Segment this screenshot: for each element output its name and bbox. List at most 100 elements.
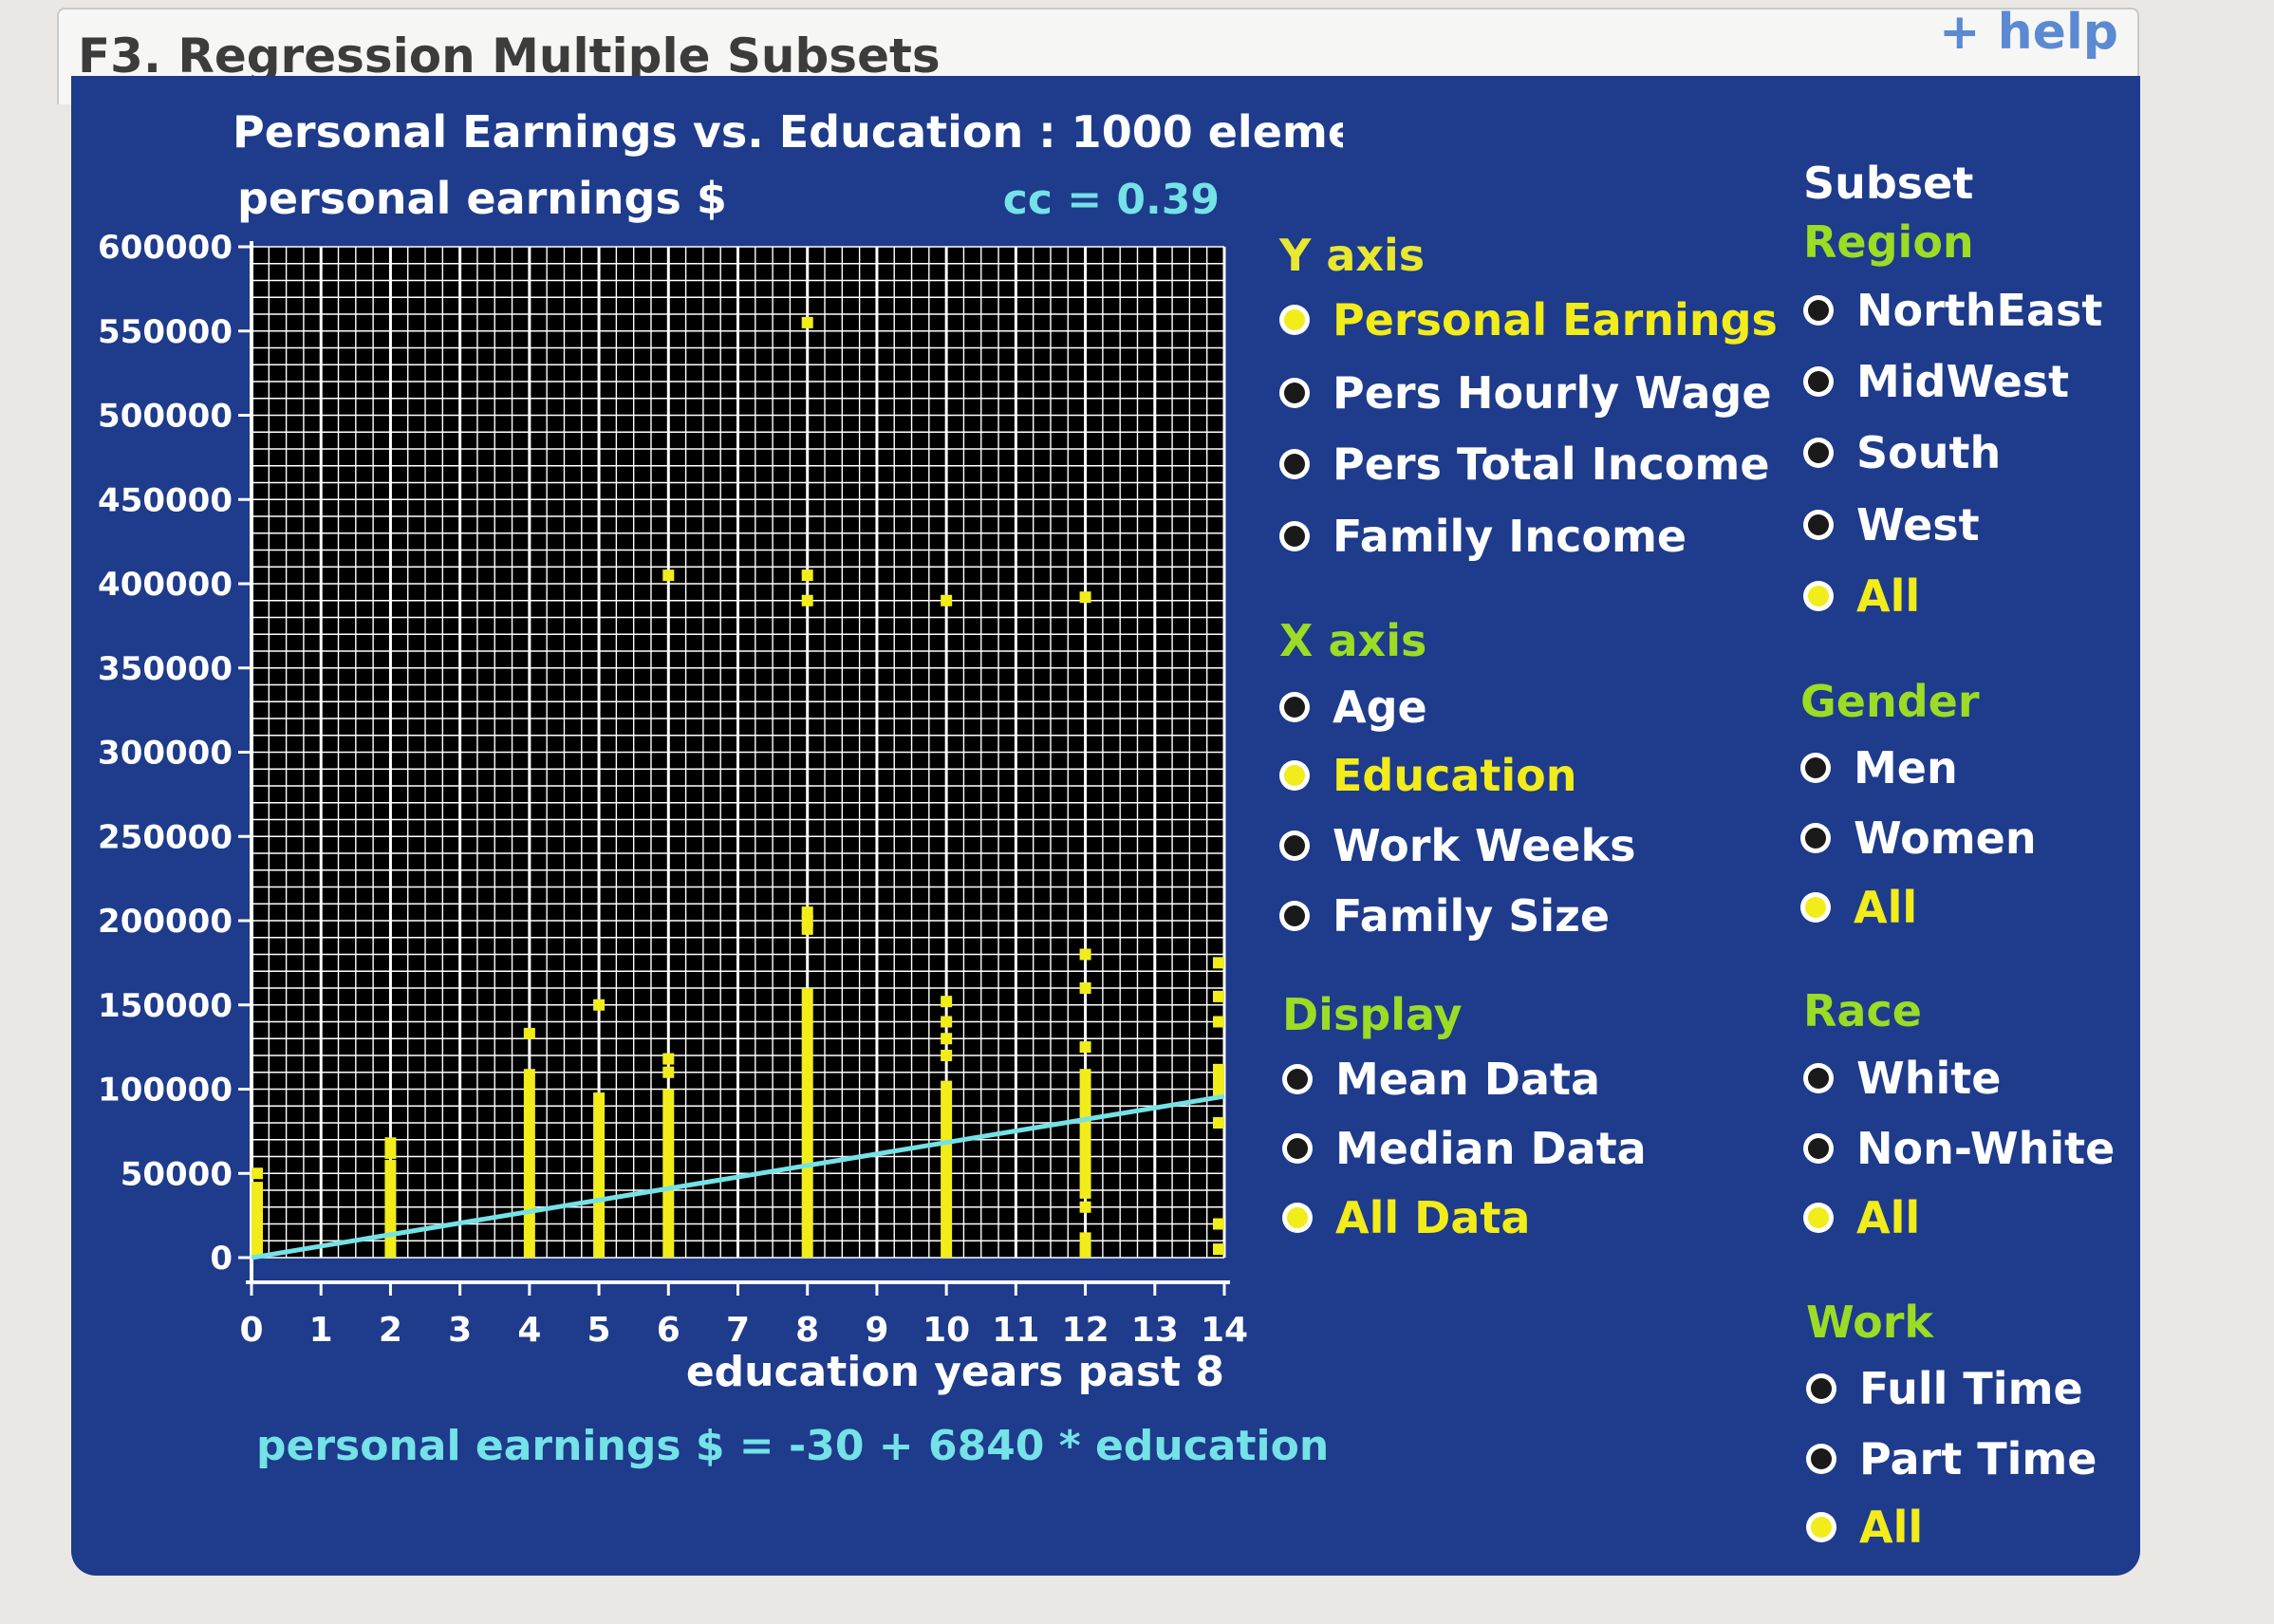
region-option-midwest[interactable]: MidWest [1803, 354, 2069, 409]
gender-heading: Gender [1800, 676, 1980, 727]
region-heading: Region [1803, 216, 1974, 268]
y-option-pers-hourly-wage[interactable]: Pers Hourly Wage [1279, 365, 1772, 420]
data-point [1079, 1041, 1091, 1054]
radio-icon [1279, 692, 1310, 722]
x-tick-label: 13 [1131, 1311, 1179, 1350]
data-point [384, 1147, 397, 1159]
option-label: Full Time [1859, 1363, 2083, 1414]
gender-option-men[interactable]: Men [1800, 740, 1958, 795]
region-option-south[interactable]: South [1803, 425, 2001, 480]
data-point [1079, 1243, 1091, 1256]
x-tick-label: 4 [517, 1311, 541, 1350]
option-label: All [1856, 1192, 1921, 1243]
x-option-family-size[interactable]: Family Size [1279, 888, 1610, 943]
work-option-full-time[interactable]: Full Time [1806, 1361, 2083, 1416]
x-option-work-weeks[interactable]: Work Weeks [1279, 818, 1635, 873]
data-point-cluster [252, 1182, 263, 1258]
display-option-median-data[interactable]: Median Data [1282, 1121, 1647, 1176]
display-option-mean-data[interactable]: Mean Data [1282, 1052, 1600, 1107]
data-point [801, 594, 813, 607]
data-point [384, 1137, 397, 1149]
radio-icon [1279, 901, 1310, 931]
display-heading: Display [1282, 989, 1463, 1040]
region-option-all[interactable]: All [1803, 569, 1920, 624]
data-point-cluster [593, 1092, 606, 1258]
y-option-personal-earnings[interactable]: Personal Earnings [1279, 292, 1778, 347]
plot-area: 0500001000001500002000002500003000003500… [98, 229, 1248, 1350]
radio-icon [1279, 305, 1310, 335]
work-option-all[interactable]: All [1806, 1500, 1923, 1555]
y-tick-label: 200000 [98, 903, 233, 941]
x-tick-label: 1 [309, 1311, 333, 1350]
gender-option-women[interactable]: Women [1800, 811, 2037, 866]
display-option-all-data[interactable]: All Data [1282, 1190, 1530, 1245]
y-option-pers-total-income[interactable]: Pers Total Income [1279, 437, 1770, 492]
radio-icon [1803, 295, 1834, 326]
option-label: South [1856, 427, 2002, 478]
race-option-white[interactable]: White [1803, 1051, 2001, 1106]
radio-icon [1279, 378, 1310, 408]
x-tick-label: 12 [1062, 1311, 1109, 1350]
scatter-plot: Personal Earnings vs. Education : 1000 e… [98, 106, 1343, 1470]
race-heading: Race [1803, 985, 1922, 1036]
data-point [941, 594, 953, 607]
y-axis-label: personal earnings $ [237, 173, 727, 224]
data-point [1079, 982, 1091, 994]
data-point [662, 569, 675, 582]
gender-option-all[interactable]: All [1800, 880, 1917, 935]
data-point [1213, 1243, 1224, 1256]
region-option-northeast[interactable]: NorthEast [1803, 283, 2102, 338]
x-tick-label: 6 [657, 1311, 680, 1350]
race-option-non-white[interactable]: Non-White [1803, 1121, 2115, 1176]
data-point [1213, 957, 1224, 969]
x-axis-label: education years past 8 [686, 1348, 1224, 1396]
plot-title: Personal Earnings vs. Education : 1000 e… [233, 106, 1343, 158]
radio-icon [1806, 1444, 1836, 1474]
race-option-all[interactable]: All [1803, 1190, 1920, 1245]
y-axis-heading: Y axis [1279, 230, 1426, 281]
x-tick-label: 14 [1201, 1311, 1248, 1350]
y-tick-label: 50000 [121, 1155, 233, 1193]
data-point-cluster [1079, 1069, 1091, 1199]
y-option-family-income[interactable]: Family Income [1279, 509, 1687, 564]
radio-icon [1279, 831, 1310, 861]
radio-icon [1803, 366, 1834, 397]
radio-icon [1800, 753, 1831, 783]
data-point [662, 1066, 675, 1078]
radio-icon [1282, 1203, 1313, 1233]
y-tick-label: 500000 [98, 398, 233, 436]
data-point [1079, 948, 1091, 961]
app-title: F3. Regression Multiple Subsets [78, 28, 941, 84]
data-point [801, 569, 813, 582]
data-point [1079, 591, 1091, 604]
region-option-west[interactable]: West [1803, 497, 1980, 552]
radio-icon [1803, 438, 1834, 468]
radio-icon [1803, 581, 1834, 611]
data-point [1213, 1016, 1224, 1028]
data-point [1213, 1218, 1224, 1230]
x-option-age[interactable]: Age [1279, 680, 1427, 735]
x-tick-label: 11 [992, 1311, 1039, 1350]
x-option-education[interactable]: Education [1279, 748, 1577, 803]
radio-icon [1803, 1133, 1834, 1164]
x-tick-label: 7 [726, 1311, 750, 1350]
radio-icon [1806, 1373, 1836, 1404]
work-option-part-time[interactable]: Part Time [1806, 1431, 2097, 1486]
y-tick-label: 600000 [98, 229, 233, 267]
option-label: Personal Earnings [1333, 294, 1778, 345]
data-point [1213, 1117, 1224, 1129]
option-label: All [1859, 1502, 1924, 1553]
help-link[interactable]: + help [1938, 4, 2118, 61]
y-tick-label: 300000 [98, 735, 233, 773]
option-label: Pers Hourly Wage [1333, 367, 1772, 419]
data-point [941, 1050, 953, 1061]
radio-icon [1282, 1133, 1313, 1164]
option-label: Work Weeks [1333, 820, 1636, 871]
data-point [593, 999, 606, 1011]
data-point [941, 996, 953, 1008]
option-label: Men [1854, 742, 1958, 793]
x-tick-label: 9 [865, 1311, 888, 1350]
data-point [1213, 990, 1224, 1002]
x-tick-label: 2 [379, 1311, 402, 1350]
y-tick-label: 350000 [98, 650, 233, 688]
